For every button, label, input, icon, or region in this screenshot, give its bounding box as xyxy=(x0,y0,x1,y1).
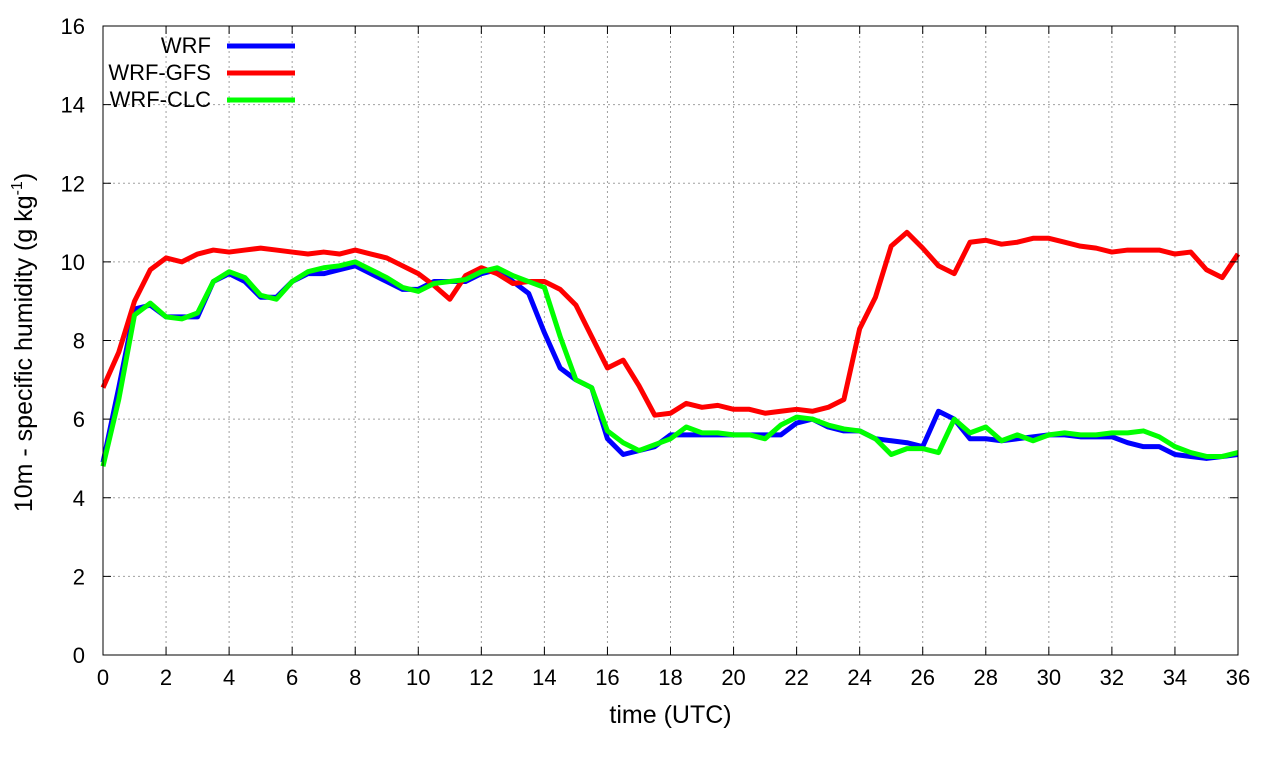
x-tick-label: 20 xyxy=(721,665,745,690)
y-tick-label: 2 xyxy=(73,564,85,589)
y-tick-label: 4 xyxy=(73,486,85,511)
x-tick-label: 0 xyxy=(97,665,109,690)
x-tick-label: 14 xyxy=(532,665,556,690)
x-tick-label: 18 xyxy=(658,665,682,690)
y-tick-label: 14 xyxy=(61,93,85,118)
y-axis-label-sup: -1 xyxy=(9,181,26,195)
tick-labels: 0 2 4 6 8 10 12 14 16 18 20 22 24 26 28 30 32 34 360246810… xyxy=(61,14,1251,690)
y-axis-label-suffix: ) xyxy=(10,173,38,181)
legend-label-wrf-clc: WRF-CLC xyxy=(110,87,212,112)
y-tick-label: 8 xyxy=(73,329,85,354)
x-tick-label: 24 xyxy=(847,665,871,690)
x-tick-label: 36 xyxy=(1226,665,1250,690)
x-tick-label: 26 xyxy=(910,665,934,690)
grid xyxy=(103,26,1238,655)
x-axis-label: time (UTC) xyxy=(609,701,731,729)
y-axis-label: 10m - specific humidity (g kg-1) xyxy=(9,173,38,512)
y-tick-label: 10 xyxy=(61,250,85,275)
legend-label-wrf: WRF xyxy=(161,33,211,58)
series-line-wrf-clc xyxy=(100,259,1239,467)
x-tick-label: 28 xyxy=(974,665,998,690)
series-layer xyxy=(100,229,1241,467)
x-tick-label: 16 xyxy=(595,665,619,690)
axis-ticks xyxy=(102,25,1239,656)
x-tick-label: 10 xyxy=(406,665,430,690)
y-tick-label: 0 xyxy=(73,643,85,668)
y-tick-label: 12 xyxy=(61,171,85,196)
x-tick-label: 32 xyxy=(1100,665,1124,690)
series-line-wrf-gfs xyxy=(100,229,1241,418)
x-tick-label: 22 xyxy=(784,665,808,690)
x-tick-label: 30 xyxy=(1037,665,1061,690)
x-tick-label: 6 xyxy=(286,665,298,690)
x-tick-label: 34 xyxy=(1163,665,1187,690)
x-tick-label: 8 xyxy=(349,665,361,690)
x-tick-label: 4 xyxy=(223,665,235,690)
y-axis-label-main: 10m - specific humidity (g kg xyxy=(10,195,38,512)
y-tick-label: 16 xyxy=(61,14,85,39)
y-tick-label: 6 xyxy=(73,407,85,432)
x-tick-label: 12 xyxy=(469,665,493,690)
legend-label-wrf-gfs: WRF-GFS xyxy=(108,60,211,85)
x-tick-label: 2 xyxy=(160,665,172,690)
